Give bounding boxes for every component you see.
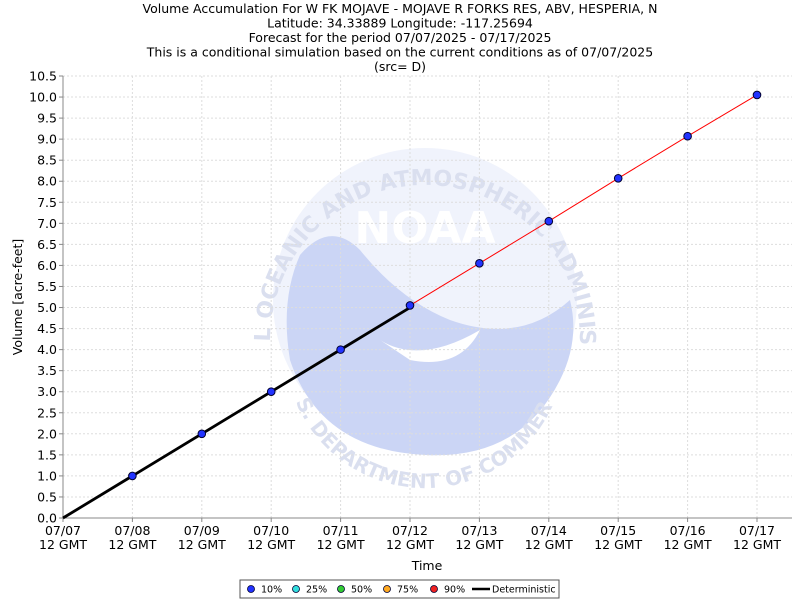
series-10-point bbox=[475, 259, 484, 268]
x-tick-label-date: 07/08 bbox=[114, 523, 150, 538]
y-tick-label: 7.0 bbox=[37, 216, 57, 231]
legend-label: 50% bbox=[351, 585, 372, 596]
legend-marker bbox=[337, 585, 345, 593]
y-tick-label: 8.0 bbox=[37, 174, 57, 189]
legend-label: Deterministic bbox=[492, 585, 556, 596]
y-tick-label: 0.0 bbox=[37, 511, 57, 526]
series-10-point bbox=[197, 429, 207, 439]
y-tick-label: 6.5 bbox=[37, 237, 57, 252]
legend-marker bbox=[292, 585, 300, 593]
y-tick-label: 2.5 bbox=[37, 405, 57, 420]
series-10-point bbox=[266, 387, 276, 397]
y-tick-label: 8.5 bbox=[37, 153, 57, 168]
x-tick-label-time: 12 GMT bbox=[39, 537, 87, 552]
x-tick-label-time: 12 GMT bbox=[455, 537, 503, 552]
y-tick-label: 4.0 bbox=[37, 342, 57, 357]
legend-label: 25% bbox=[306, 585, 327, 596]
x-tick-label-time: 12 GMT bbox=[525, 537, 573, 552]
legend-marker bbox=[247, 585, 255, 593]
x-tick-label-date: 07/16 bbox=[670, 523, 706, 538]
x-tick-label-time: 12 GMT bbox=[386, 537, 434, 552]
y-tick-label: 0.5 bbox=[37, 489, 57, 504]
series-90-line bbox=[409, 94, 758, 306]
y-tick-label: 9.0 bbox=[37, 132, 57, 147]
legend-label: 90% bbox=[444, 585, 465, 596]
y-tick-label: 9.5 bbox=[37, 111, 57, 126]
chart-title-line: Latitude: 34.33889 Longitude: -117.25694 bbox=[267, 16, 533, 31]
x-tick-label-time: 12 GMT bbox=[317, 537, 365, 552]
y-axis-title: Volume [acre-feet] bbox=[10, 239, 25, 356]
x-tick-label-time: 12 GMT bbox=[178, 537, 226, 552]
x-tick-label-time: 12 GMT bbox=[108, 537, 156, 552]
y-tick-label: 6.0 bbox=[37, 258, 57, 273]
chart-title-line: Volume Accumulation For W FK MOJAVE - MO… bbox=[143, 1, 658, 16]
y-tick-label: 7.5 bbox=[37, 195, 57, 210]
chart-title: Volume Accumulation For W FK MOJAVE - MO… bbox=[143, 1, 658, 74]
legend-label: 75% bbox=[397, 585, 418, 596]
legend-marker bbox=[383, 585, 391, 593]
x-tick-label-date: 07/09 bbox=[184, 523, 220, 538]
x-tick-label-date: 07/12 bbox=[392, 523, 428, 538]
chart-title-line: Forecast for the period 07/07/2025 - 07/… bbox=[249, 30, 552, 45]
y-tick-label: 3.5 bbox=[37, 363, 57, 378]
x-tick-label-time: 12 GMT bbox=[594, 537, 642, 552]
x-axis-title: Time bbox=[411, 558, 443, 573]
y-tick-label: 1.0 bbox=[37, 468, 57, 483]
x-tick-label-date: 07/11 bbox=[323, 523, 359, 538]
x-tick-label-time: 12 GMT bbox=[247, 537, 295, 552]
legend-marker bbox=[430, 585, 438, 593]
grid bbox=[63, 75, 792, 518]
chart-title-line: (src= D) bbox=[374, 59, 426, 74]
series-layer bbox=[62, 90, 762, 520]
y-tick-label: 2.0 bbox=[37, 426, 57, 441]
y-tick-label: 3.0 bbox=[37, 384, 57, 399]
series-10-point bbox=[544, 216, 554, 226]
y-tick-label: 5.5 bbox=[37, 279, 57, 294]
noaa-logo-lettering: NOAA bbox=[354, 203, 495, 254]
x-tick-label-date: 07/13 bbox=[461, 523, 497, 538]
y-tick-label: 5.0 bbox=[37, 300, 57, 315]
legend-label: 10% bbox=[261, 585, 282, 596]
x-tick-label-date: 07/10 bbox=[253, 523, 289, 538]
y-tick-label: 10.5 bbox=[29, 69, 57, 84]
series-10-point bbox=[405, 301, 415, 310]
x-tick-label-date: 07/14 bbox=[531, 523, 567, 538]
series-deterministic-line bbox=[62, 306, 411, 520]
series-10-point bbox=[336, 345, 345, 354]
series-10-point bbox=[128, 471, 137, 481]
y-axis: 0.0 0.5 1.0 1.5 2.0 2.5 3.0 3.5 4.0 4.5 5.0 5.5 6.0 6… bbox=[29, 69, 64, 526]
legend-box bbox=[239, 579, 560, 599]
chart-title-line: This is a conditional simulation based o… bbox=[146, 45, 653, 60]
x-tick-label-time: 12 GMT bbox=[733, 537, 781, 552]
x-tick-label-date: 07/17 bbox=[739, 523, 775, 538]
x-tick-label-date: 07/07 bbox=[45, 523, 81, 538]
y-tick-label: 4.5 bbox=[37, 321, 57, 336]
y-tick-label: 1.5 bbox=[37, 447, 57, 462]
x-tick-label-time: 12 GMT bbox=[664, 537, 712, 552]
series-10-point bbox=[613, 173, 623, 183]
y-tick-label: 10.0 bbox=[29, 90, 57, 105]
series-10-point bbox=[683, 131, 692, 141]
legend: 10% 25% 50% 75% 90% Deterministic bbox=[239, 579, 560, 599]
x-tick-label-date: 07/15 bbox=[600, 523, 636, 538]
series-10-point bbox=[752, 90, 762, 100]
